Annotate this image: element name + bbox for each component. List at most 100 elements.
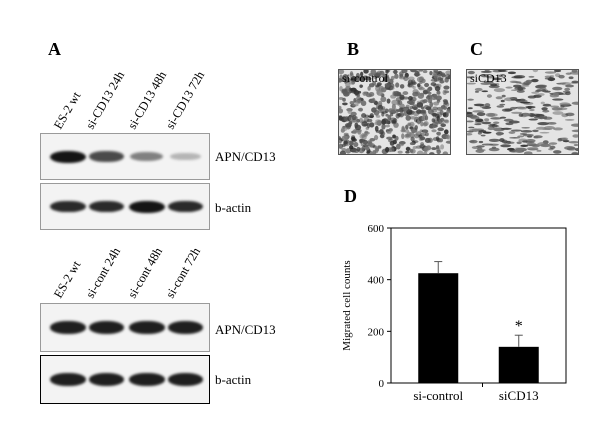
cell bbox=[493, 88, 506, 93]
cell bbox=[349, 71, 354, 76]
cell bbox=[472, 110, 485, 113]
cell bbox=[386, 98, 391, 104]
cell bbox=[366, 118, 373, 123]
cell bbox=[480, 134, 486, 137]
cell bbox=[572, 134, 578, 138]
cell bbox=[376, 82, 382, 86]
cell bbox=[424, 132, 429, 137]
cell bbox=[443, 85, 450, 90]
cell bbox=[367, 139, 372, 146]
cell bbox=[469, 140, 475, 143]
cell bbox=[544, 77, 550, 80]
cell bbox=[491, 146, 497, 149]
cell bbox=[496, 105, 505, 108]
cell bbox=[541, 107, 548, 111]
cell bbox=[409, 84, 414, 88]
cell bbox=[398, 143, 404, 147]
cell bbox=[486, 75, 495, 79]
cell bbox=[548, 142, 558, 145]
cell bbox=[397, 150, 403, 154]
cell bbox=[351, 115, 357, 121]
cell bbox=[388, 128, 393, 132]
cell bbox=[405, 104, 410, 108]
cell bbox=[542, 103, 552, 107]
cell bbox=[405, 146, 411, 151]
blot-band bbox=[167, 373, 204, 386]
cell bbox=[522, 140, 528, 143]
cell bbox=[361, 113, 367, 118]
cell bbox=[571, 101, 578, 105]
cell bbox=[439, 109, 444, 116]
cell bbox=[552, 98, 564, 101]
lane-label: si-CD13 24h bbox=[83, 68, 128, 132]
cell bbox=[429, 71, 433, 76]
cell bbox=[480, 70, 492, 73]
cell bbox=[422, 113, 428, 117]
cell bbox=[345, 81, 351, 88]
cell bbox=[424, 82, 430, 88]
cell bbox=[417, 83, 421, 88]
cell bbox=[570, 123, 578, 127]
cell bbox=[423, 104, 430, 110]
cell bbox=[350, 111, 357, 117]
cell bbox=[376, 89, 383, 96]
cell bbox=[528, 75, 535, 78]
cell bbox=[436, 106, 443, 111]
cell bbox=[414, 70, 420, 77]
cell bbox=[419, 144, 426, 149]
cell bbox=[553, 70, 562, 73]
cell bbox=[529, 108, 535, 112]
cell bbox=[391, 99, 398, 106]
cell bbox=[431, 147, 437, 151]
cell bbox=[523, 151, 533, 154]
cell bbox=[552, 111, 564, 115]
cell bbox=[349, 101, 355, 105]
cell bbox=[474, 123, 482, 126]
cell bbox=[428, 124, 436, 129]
cell bbox=[432, 113, 436, 118]
cell bbox=[360, 100, 367, 107]
micrograph-sicd13: siCD13 bbox=[466, 69, 579, 155]
cell bbox=[440, 72, 446, 77]
migration-bar-chart: 0 200 400 600 Migrated cell counts si-control… bbox=[341, 223, 567, 403]
cell bbox=[372, 81, 377, 86]
cell bbox=[474, 90, 479, 93]
blot-band bbox=[169, 152, 202, 161]
cell bbox=[363, 70, 369, 74]
cell bbox=[544, 71, 557, 74]
cell bbox=[384, 108, 389, 114]
cell bbox=[435, 147, 441, 152]
y-tick-label: 200 bbox=[368, 326, 385, 338]
cell bbox=[421, 78, 426, 84]
cell bbox=[506, 147, 515, 151]
cell bbox=[496, 131, 503, 136]
cell bbox=[544, 125, 555, 130]
cell bbox=[490, 83, 497, 87]
cell bbox=[445, 140, 450, 144]
cell bbox=[386, 76, 391, 83]
cell bbox=[475, 118, 484, 123]
cell bbox=[519, 85, 530, 87]
cell bbox=[484, 118, 490, 122]
cell bbox=[513, 84, 522, 88]
cell bbox=[339, 105, 342, 109]
cell bbox=[341, 135, 348, 141]
cell bbox=[358, 107, 363, 112]
cell bbox=[406, 100, 413, 105]
cell bbox=[467, 82, 476, 85]
cell bbox=[361, 121, 368, 127]
cell bbox=[367, 115, 374, 119]
cell bbox=[440, 123, 446, 128]
cell bbox=[537, 121, 550, 126]
blot-band bbox=[50, 321, 86, 334]
cell bbox=[374, 125, 379, 132]
cell bbox=[481, 143, 494, 146]
cell bbox=[571, 129, 578, 133]
lane-label: si-CD13 72h bbox=[163, 68, 208, 132]
cell bbox=[480, 82, 492, 85]
cell bbox=[418, 87, 425, 91]
cell bbox=[386, 130, 392, 134]
blot-band bbox=[88, 373, 125, 386]
cell bbox=[482, 131, 492, 134]
cell bbox=[495, 96, 503, 100]
